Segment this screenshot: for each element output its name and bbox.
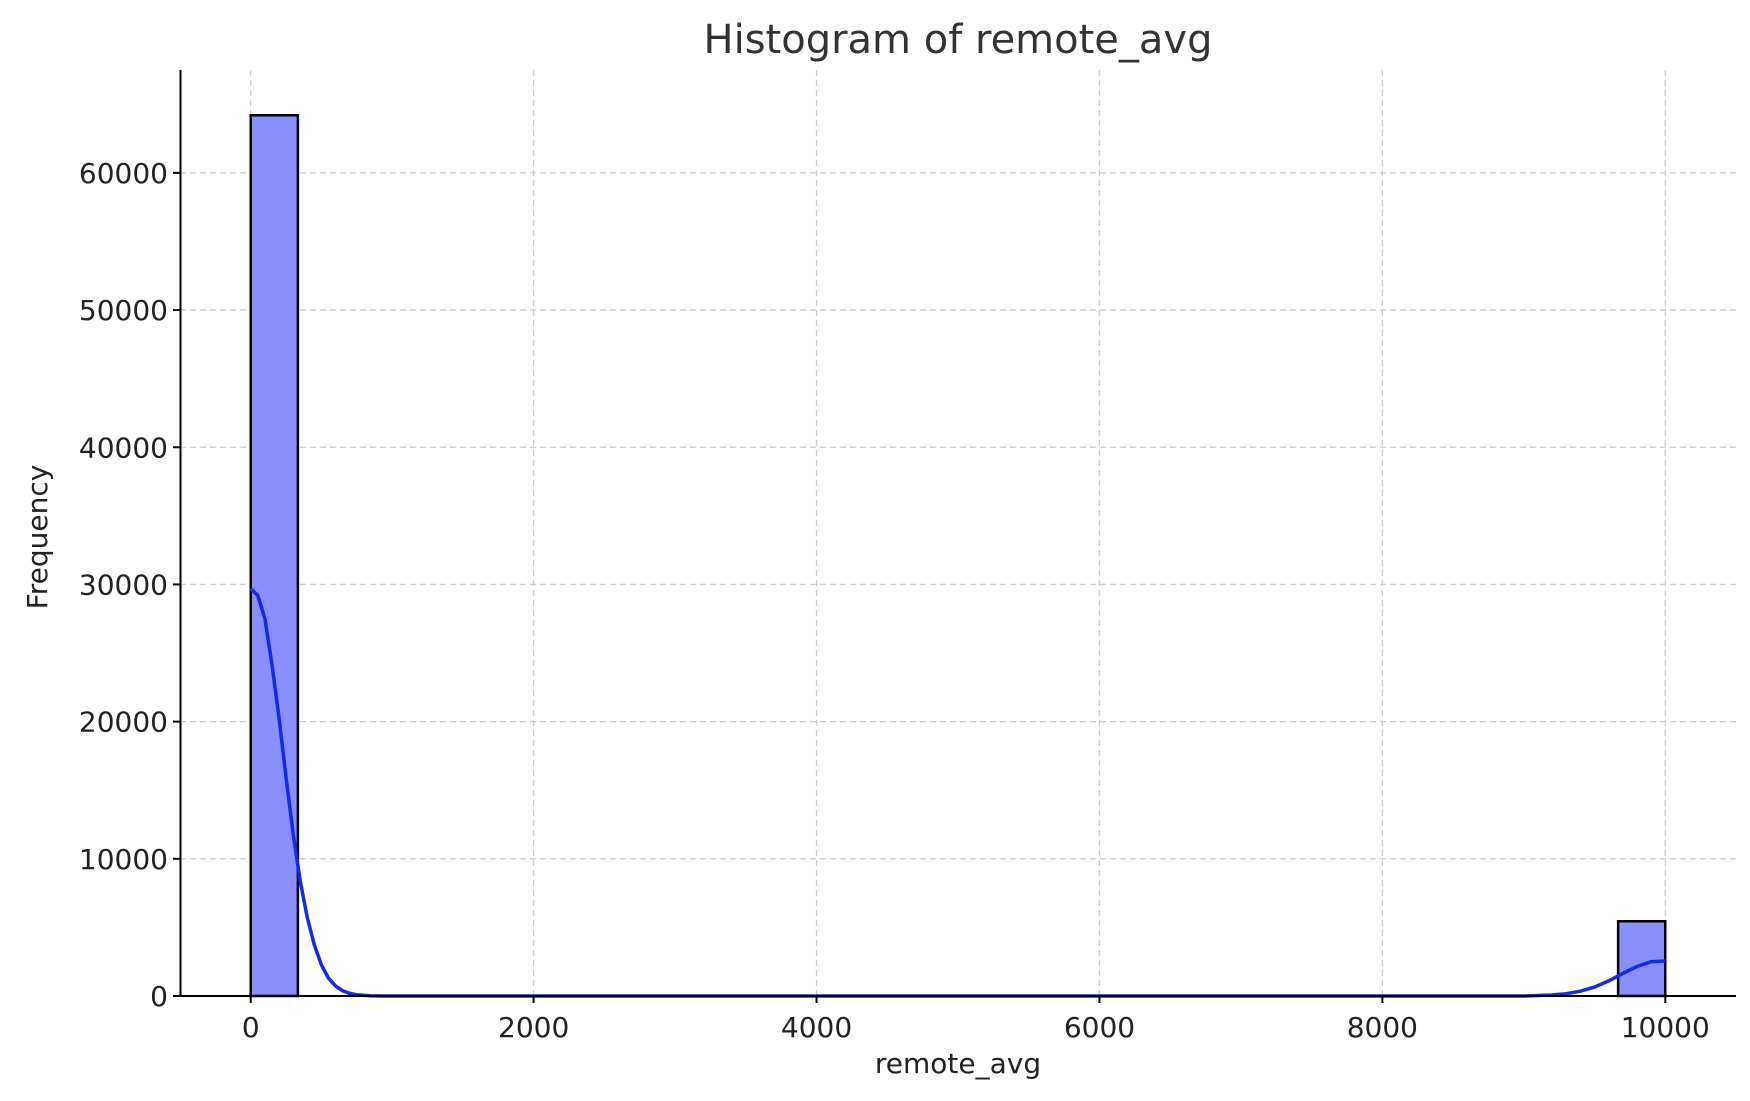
y-tick-label-0: 0 bbox=[150, 980, 168, 1013]
histogram-bar-1 bbox=[1616, 919, 1667, 998]
x-tick-label-1: 2000 bbox=[498, 1011, 569, 1044]
x-tick-label-3: 6000 bbox=[1064, 1011, 1135, 1044]
x-tick-label-4: 8000 bbox=[1347, 1011, 1418, 1044]
y-tick-label-1: 10000 bbox=[79, 843, 168, 876]
y-tick-label-6: 60000 bbox=[79, 157, 168, 190]
grid-lines bbox=[180, 70, 1736, 997]
histogram-bar-0 bbox=[249, 114, 300, 998]
y-tick-label-3: 30000 bbox=[79, 568, 168, 601]
axes bbox=[179, 70, 1736, 997]
kde-curve bbox=[249, 587, 1666, 998]
chart-title: Histogram of remote_avg bbox=[704, 17, 1213, 63]
histogram-bars bbox=[249, 114, 1667, 998]
kde-line bbox=[249, 587, 1666, 998]
x-tick-label-2: 4000 bbox=[781, 1011, 852, 1044]
x-axis-label: remote_avg bbox=[875, 1047, 1041, 1080]
y-axis-label: Frequency bbox=[21, 465, 54, 610]
y-tick-label-5: 50000 bbox=[79, 294, 168, 327]
y-tick-label-4: 40000 bbox=[79, 431, 168, 464]
y-tick-label-2: 20000 bbox=[79, 706, 168, 739]
tick-marks: 0 2000 4000 6000 8000 10000 0 10000 20000 30000 40… bbox=[79, 157, 1710, 1044]
x-tick-label-0: 0 bbox=[242, 1011, 260, 1044]
x-tick-label-5: 10000 bbox=[1621, 1011, 1710, 1044]
